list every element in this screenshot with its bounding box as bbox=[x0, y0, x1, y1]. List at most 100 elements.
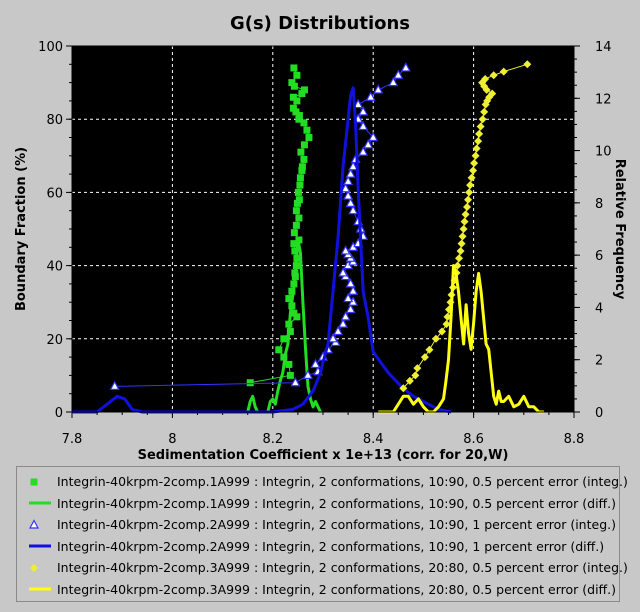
legend-marker bbox=[29, 518, 39, 529]
y-axis-left: 0 20 40 60 80 100 bbox=[38, 40, 72, 421]
data-point bbox=[302, 369, 313, 379]
data-point bbox=[348, 204, 359, 215]
data-point bbox=[393, 69, 404, 79]
series-line bbox=[378, 264, 544, 414]
data-point bbox=[470, 159, 479, 168]
data-point bbox=[290, 229, 298, 237]
data-point bbox=[345, 278, 356, 288]
legend-label: Integrin-40krpm-2comp.2A999 : Integrin, … bbox=[57, 517, 616, 533]
plot-border bbox=[71, 45, 575, 413]
y2-tick-label: 2 bbox=[595, 354, 603, 369]
data-point bbox=[328, 333, 339, 343]
y2-tick-label: 8 bbox=[595, 197, 603, 212]
data-point bbox=[292, 108, 300, 116]
legend-label: Integrin-40krpm-2comp.3A999 : Integrin, … bbox=[57, 581, 617, 597]
data-point bbox=[310, 358, 321, 369]
data-point bbox=[333, 325, 344, 336]
legend-item: Integrin-40krpm-2comp.1A999 : Integrin, … bbox=[17, 493, 619, 515]
data-point bbox=[358, 106, 369, 116]
data-point bbox=[464, 195, 473, 204]
legend-swatch bbox=[29, 518, 39, 529]
data-point bbox=[295, 112, 303, 120]
data-point bbox=[420, 353, 429, 362]
data-point bbox=[295, 115, 303, 123]
data-point bbox=[295, 214, 303, 222]
chart-title: G(s) Distributions bbox=[230, 13, 410, 34]
x-tick-label: 8.8 bbox=[564, 432, 585, 447]
data-point bbox=[300, 119, 308, 127]
legend-swatch bbox=[29, 501, 51, 505]
y2-tick-label: 14 bbox=[595, 40, 612, 55]
data-point bbox=[348, 161, 359, 171]
data-point bbox=[293, 199, 301, 207]
data-point bbox=[373, 84, 384, 94]
y2-axis-label: Relative Frequency bbox=[612, 159, 627, 300]
data-point bbox=[290, 240, 298, 248]
data-point bbox=[290, 82, 298, 90]
legend-item: Integrin-40krpm-2comp.1A999 : Integrin, … bbox=[17, 471, 628, 493]
data-point bbox=[298, 163, 306, 171]
data-point bbox=[474, 137, 483, 146]
data-point bbox=[293, 97, 301, 105]
x-tick-label: 8.2 bbox=[262, 432, 283, 447]
data-point bbox=[246, 379, 254, 387]
data-point bbox=[289, 104, 297, 112]
legend-label: Integrin-40krpm-2comp.1A999 : Integrin, … bbox=[57, 474, 628, 490]
data-point bbox=[293, 71, 301, 79]
data-point bbox=[365, 91, 376, 101]
data-point bbox=[300, 155, 308, 163]
x-axis-label: Sedimentation Coefficient x 1e+13 (corr.… bbox=[138, 448, 509, 463]
chart: G(s) Distributions 7.8 8 8.2 8.4 8.6 8.8 0204… bbox=[14, 13, 627, 463]
legend-label: Integrin-40krpm-2comp.3A999 : Integrin, … bbox=[57, 560, 628, 576]
data-point bbox=[358, 146, 369, 156]
legend-item: Integrin-40krpm-2comp.2A999 : Integrin, … bbox=[17, 514, 619, 536]
y-tick-label: 60 bbox=[46, 186, 63, 201]
x-tick-label: 8.4 bbox=[363, 432, 384, 447]
data-point bbox=[286, 371, 294, 379]
data-point bbox=[305, 134, 313, 141]
data-point bbox=[353, 98, 364, 109]
legend-swatch bbox=[30, 563, 38, 572]
data-point bbox=[300, 86, 308, 94]
data-point bbox=[457, 239, 466, 248]
data-point bbox=[338, 318, 349, 328]
data-point bbox=[459, 225, 468, 233]
y-tick-label: 20 bbox=[46, 333, 63, 348]
x-tick-label: 8.6 bbox=[463, 432, 484, 447]
legend-item: Integrin-40krpm-2comp.3A999 : Integrin, … bbox=[17, 557, 628, 579]
series-6 bbox=[378, 264, 544, 414]
data-point bbox=[343, 292, 354, 303]
x-tick-label: 8 bbox=[168, 432, 176, 447]
series-line bbox=[72, 86, 452, 414]
y2-tick-label: 4 bbox=[595, 301, 603, 316]
data-point bbox=[296, 174, 304, 182]
legend-swatch bbox=[30, 478, 38, 486]
data-point bbox=[431, 334, 440, 343]
data-point bbox=[488, 89, 497, 98]
data-point bbox=[400, 62, 411, 72]
data-point bbox=[461, 210, 470, 219]
data-point bbox=[297, 148, 305, 156]
data-point bbox=[465, 188, 474, 197]
data-point bbox=[425, 345, 434, 354]
data-point bbox=[466, 181, 475, 190]
data-point bbox=[289, 93, 297, 101]
data-point bbox=[480, 107, 489, 116]
data-point bbox=[469, 166, 478, 175]
data-point bbox=[300, 141, 308, 149]
x-axis: 7.8 8 8.2 8.4 8.6 8.8 bbox=[62, 412, 585, 447]
y-tick-label: 80 bbox=[46, 113, 63, 128]
y-tick-label: 100 bbox=[38, 40, 63, 55]
data-point bbox=[340, 182, 351, 193]
data-point bbox=[291, 247, 299, 255]
data-point bbox=[343, 175, 354, 186]
series-layer bbox=[72, 60, 544, 414]
data-point bbox=[340, 311, 351, 321]
data-point bbox=[295, 196, 303, 204]
data-point bbox=[471, 151, 480, 160]
data-point bbox=[463, 203, 472, 212]
y2-tick-label: 10 bbox=[595, 145, 612, 160]
data-point bbox=[476, 122, 485, 131]
legend-label: Integrin-40krpm-2comp.1A999 : Integrin, … bbox=[57, 495, 617, 511]
data-point bbox=[345, 168, 356, 178]
